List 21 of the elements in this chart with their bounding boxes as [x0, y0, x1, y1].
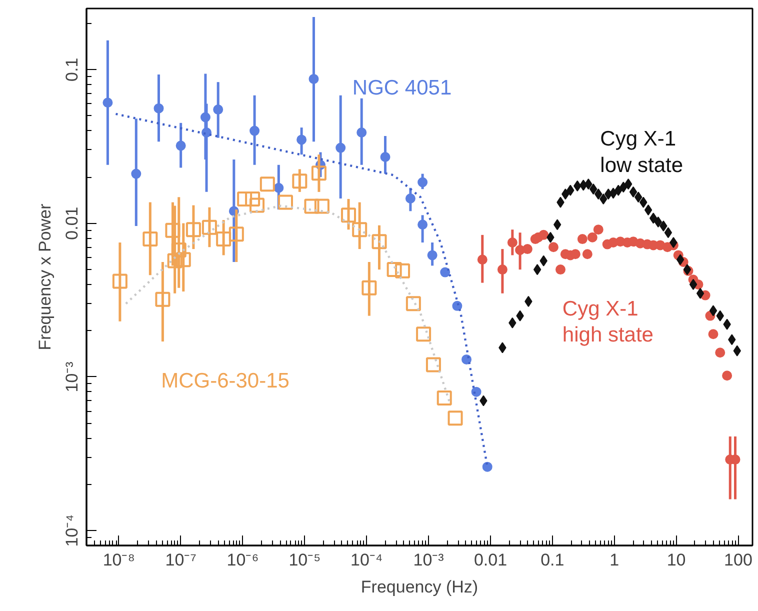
text: MCG-6-30-15	[161, 370, 290, 393]
x-tick-label: 10⁻³	[413, 550, 444, 570]
x-tick-label: 10	[666, 550, 686, 570]
y-tick-label: 0.01	[62, 206, 82, 240]
x-axis-title: Frequency (Hz)	[360, 578, 478, 596]
y-axis-title: Frequency x Power	[36, 203, 54, 350]
x-tick-label: 1	[610, 550, 620, 570]
x-tick-label: 10⁻⁵	[288, 550, 321, 570]
series-label: Cyg X-1 high state	[562, 297, 654, 347]
y-tick-label: 10⁻⁴	[62, 514, 82, 547]
x-tick-label: 10⁻⁴	[350, 550, 383, 570]
x-tick-label: 10⁻⁶	[226, 550, 259, 570]
x-tick-label: 0.1	[540, 550, 564, 570]
y-tick-label: 0.1	[62, 58, 82, 82]
x-tick-label: 10⁻⁷	[165, 550, 196, 570]
x-tick-label: 0.01	[474, 550, 508, 570]
x-tick-label: 10⁻⁸	[102, 550, 135, 570]
y-tick-label: 10⁻³	[62, 361, 82, 392]
series-label: NGC 4051	[352, 76, 452, 100]
series-label: Cyg X-1 low state	[600, 128, 684, 177]
x-tick-label: 100	[724, 550, 752, 570]
